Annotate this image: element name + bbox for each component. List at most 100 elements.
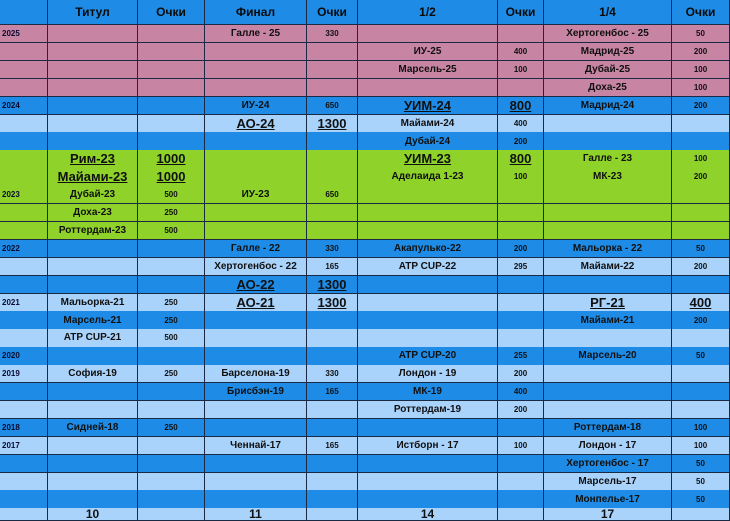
- tournament-cell: Барселона-19: [205, 365, 307, 384]
- tournament-cell: АО-22: [205, 275, 307, 294]
- tournament-cell: [358, 454, 498, 473]
- points-cell: 200: [498, 400, 544, 420]
- tournament-cell: Лондон - 17: [544, 436, 672, 456]
- tournament-cell: Истборн - 17: [358, 436, 498, 456]
- points-cell: [138, 454, 205, 473]
- tournament-cell: [48, 114, 138, 133]
- points-cell: [498, 186, 544, 205]
- year-cell: [0, 311, 48, 330]
- tournament-cell: Галле - 23: [544, 150, 672, 169]
- tournament-cell: Майами-23: [48, 168, 138, 187]
- points-cell: 200: [672, 168, 730, 187]
- tournament-cell: [205, 490, 307, 509]
- points-cell: [138, 25, 205, 44]
- tournament-cell: Мальорка-21: [48, 293, 138, 312]
- points-cell: [138, 490, 205, 509]
- points-cell: [138, 472, 205, 491]
- tournament-cell: [544, 114, 672, 133]
- year-cell: [0, 257, 48, 277]
- tournament-cell: АО-21: [205, 293, 307, 312]
- points-cell: 200: [498, 239, 544, 259]
- tournament-cell: Дубай-25: [544, 60, 672, 80]
- tournament-cell: Хертогенбос - 22: [205, 257, 307, 277]
- points-cell: [307, 472, 358, 491]
- points-cell: [498, 329, 544, 348]
- points-cell: 500: [138, 329, 205, 348]
- points-cell: [138, 239, 205, 259]
- points-cell: 1000: [138, 168, 205, 187]
- tournament-cell: [358, 329, 498, 348]
- tournament-cell: [48, 132, 138, 151]
- points-cell: [498, 293, 544, 312]
- points-cell: [672, 132, 730, 151]
- year-cell: [0, 132, 48, 151]
- points-cell: [672, 400, 730, 420]
- points-cell: 100: [498, 436, 544, 456]
- tournament-cell: [48, 42, 138, 62]
- year-cell: 2025: [0, 25, 48, 44]
- points-cell: [307, 347, 358, 366]
- points-cell: [307, 454, 358, 473]
- points-cell: [498, 418, 544, 438]
- points-cell: 330: [307, 365, 358, 384]
- tournament-cell: Роттердам-18: [544, 418, 672, 438]
- tournament-cell: Марсель-25: [358, 60, 498, 80]
- tournament-cell: РГ-21: [544, 293, 672, 312]
- year-cell: [0, 114, 48, 133]
- tournament-cell: [205, 42, 307, 62]
- points-cell: 400: [498, 42, 544, 62]
- tournament-cell: [48, 60, 138, 80]
- points-cell: 330: [307, 239, 358, 259]
- tournament-cell: [48, 275, 138, 294]
- points-cell: 100: [672, 436, 730, 456]
- points-cell: [307, 78, 358, 98]
- year-cell: [0, 490, 48, 509]
- points-cell: [498, 275, 544, 294]
- points-cell: [138, 78, 205, 98]
- tournament-cell: Аделаида 1-23: [358, 168, 498, 187]
- tournament-cell: Марсель-17: [544, 472, 672, 491]
- tournament-cell: [205, 221, 307, 241]
- points-cell: 250: [138, 204, 205, 223]
- tournament-cell: Майами-22: [544, 257, 672, 277]
- tournament-cell: Доха-25: [544, 78, 672, 98]
- points-cell: [138, 383, 205, 402]
- tournament-cell: [205, 418, 307, 438]
- points-cell: 1300: [307, 275, 358, 294]
- points-cell: 250: [138, 418, 205, 438]
- tournament-cell: [358, 186, 498, 205]
- tournament-cell: [358, 275, 498, 294]
- tournament-cell: [205, 168, 307, 187]
- points-cell: 100: [672, 60, 730, 80]
- tournament-cell: [358, 204, 498, 223]
- points-cell: [138, 42, 205, 62]
- tournament-cell: [48, 25, 138, 44]
- points-cell: 100: [498, 60, 544, 80]
- year-cell: [0, 78, 48, 98]
- points-cell: [307, 311, 358, 330]
- points-cell: [138, 275, 205, 294]
- year-cell: [0, 275, 48, 294]
- total-count-cell: [0, 508, 48, 521]
- points-cell: 100: [672, 78, 730, 98]
- total-count-cell: [307, 508, 358, 521]
- tournament-cell: МК-19: [358, 383, 498, 402]
- year-cell: [0, 454, 48, 473]
- points-cell: 200: [672, 257, 730, 277]
- points-cell: 200: [672, 42, 730, 62]
- tournament-cell: [48, 436, 138, 456]
- tournament-cell: Майами-21: [544, 311, 672, 330]
- tournament-cell: УИМ-24: [358, 96, 498, 115]
- tournament-cell: [358, 78, 498, 98]
- points-cell: [138, 400, 205, 420]
- points-cell: 800: [498, 96, 544, 115]
- year-cell: [0, 60, 48, 80]
- points-cell: [498, 454, 544, 473]
- tournament-cell: МК-23: [544, 168, 672, 187]
- points-cell: 250: [138, 365, 205, 384]
- points-cell: [138, 132, 205, 151]
- tournament-cell: [544, 400, 672, 420]
- points-cell: [672, 383, 730, 402]
- tournament-cell: [544, 186, 672, 205]
- points-cell: 200: [672, 311, 730, 330]
